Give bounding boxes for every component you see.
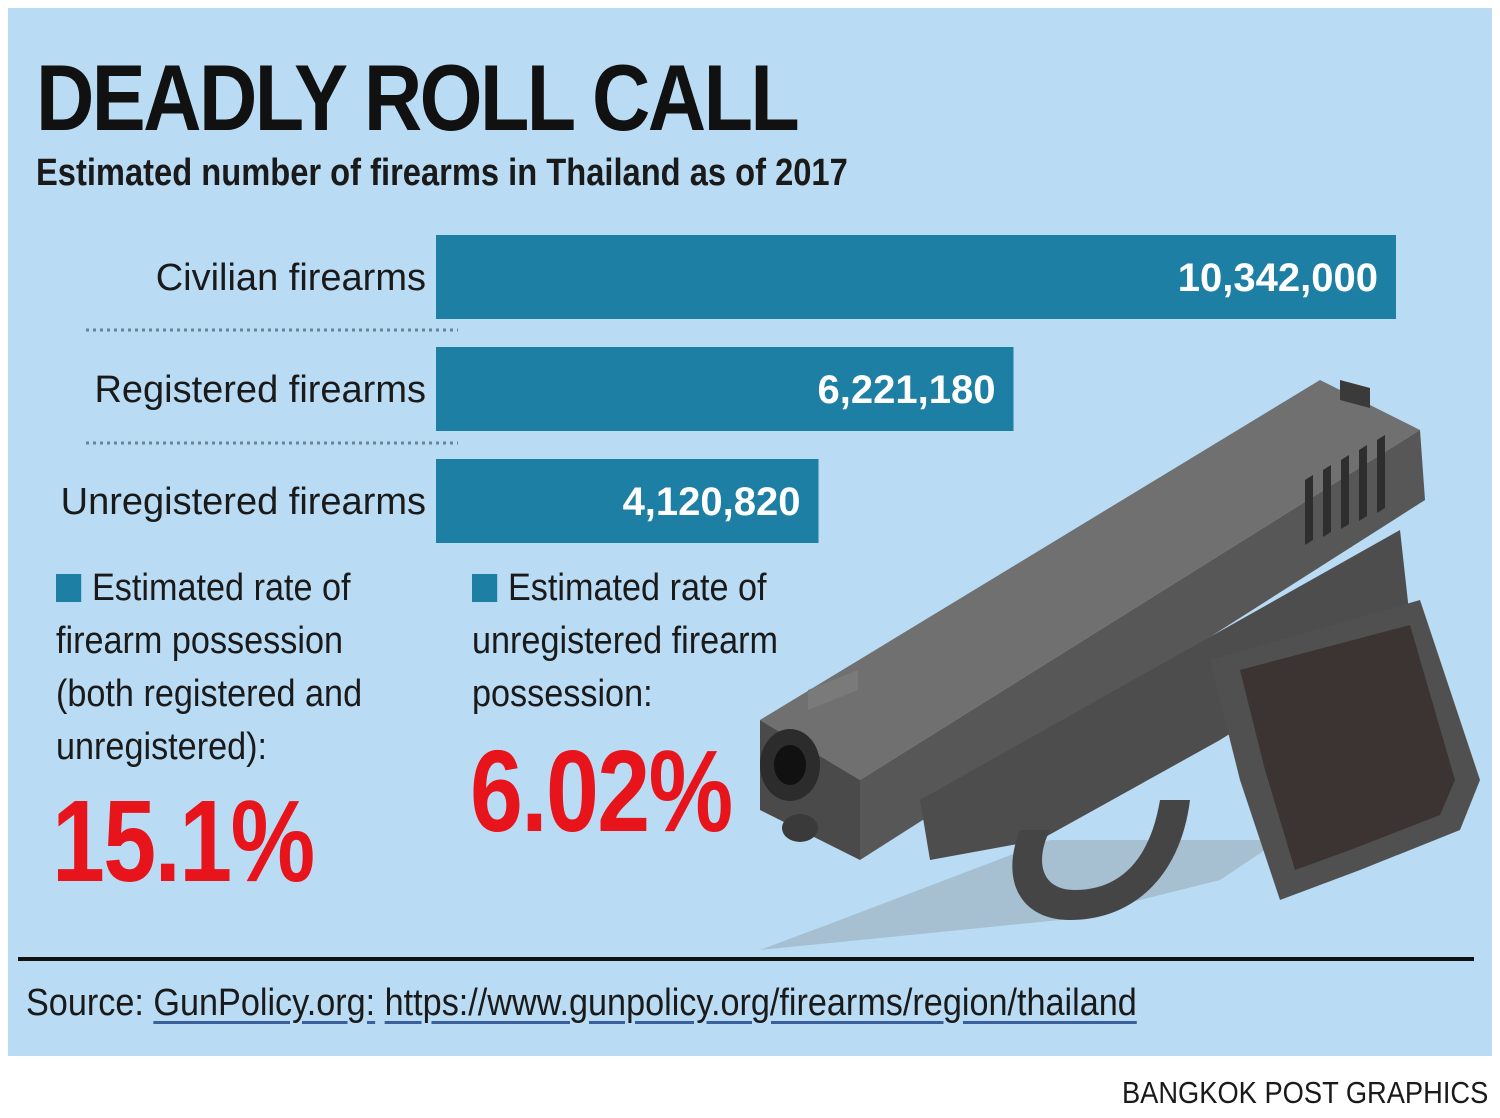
bar-1 [436, 347, 1014, 431]
chart-title: DEADLY ROLL CALL [36, 45, 800, 150]
unregistered-rate-value: 6.02% [470, 726, 733, 856]
bar-2 [436, 459, 819, 543]
source-prefix: Source: [26, 982, 144, 1024]
source-url-link[interactable]: https://www.gunpolicy.org/firearms/regio… [384, 982, 1137, 1024]
category-label: Registered firearms [94, 369, 426, 411]
legend-square-icon [56, 574, 82, 602]
category-label: Unregistered firearms [61, 481, 426, 523]
chart-subtitle: Estimated number of firearms in Thailand… [36, 152, 848, 194]
unregistered-rate-label: Estimated rate of unregistered firearm p… [472, 567, 779, 715]
value-label: 6,221,180 [818, 368, 996, 412]
bar-chart: Civilian firearms 10,342,000 Registered fi… [61, 235, 1396, 543]
graphics-credit: BANGKOK POST GRAPHICS [1121, 1075, 1488, 1110]
value-label: 10,342,000 [1178, 256, 1378, 300]
pistol-icon [760, 380, 1480, 950]
total-rate-value: 15.1% [52, 776, 315, 906]
total-rate-label: Estimated rate of firearm possession (bo… [56, 567, 363, 768]
legend-square-icon [472, 574, 498, 602]
value-label: 4,120,820 [623, 480, 801, 524]
source-line: Source: GunPolicy.org: https://www.gunpo… [26, 982, 1137, 1025]
category-label: Civilian firearms [156, 257, 426, 299]
source-org-link[interactable]: GunPolicy.org: [153, 982, 376, 1024]
bar-0 [436, 235, 1396, 319]
divider-line [18, 957, 1474, 961]
